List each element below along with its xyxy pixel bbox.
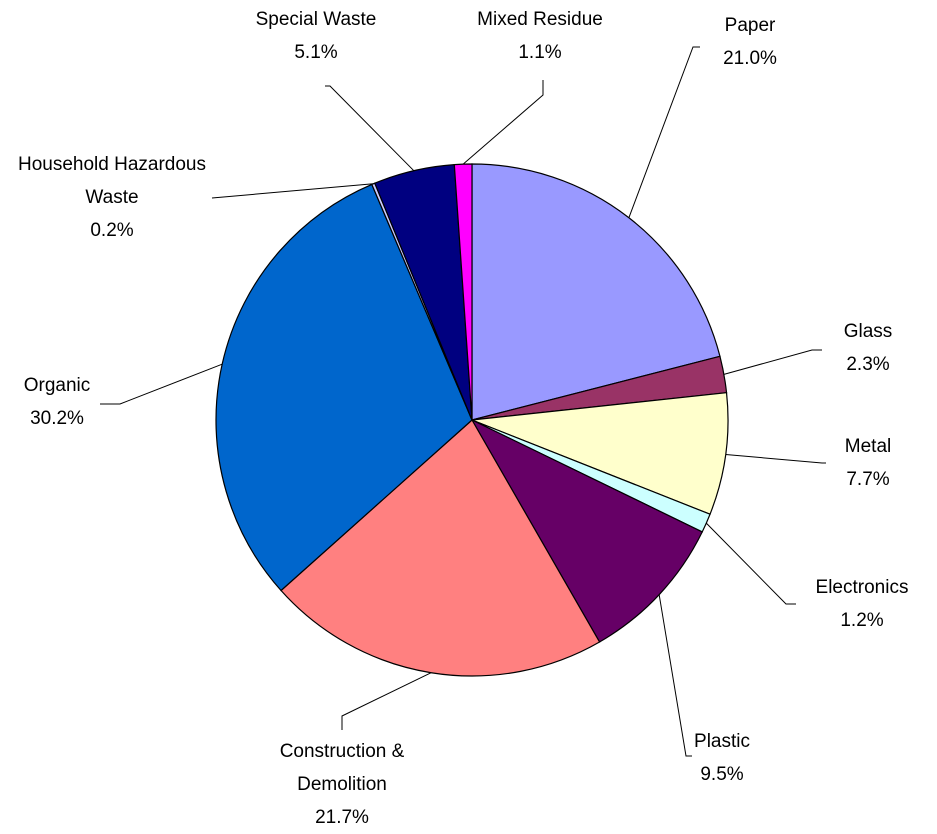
pie-slice (215, 183, 473, 592)
value-label: 7.7% (846, 469, 890, 490)
slice-label: Household Hazardous Waste 0.2% (12, 148, 212, 247)
slice-label: Paper 21.0% (690, 9, 810, 75)
slice-label: Mixed Residue 1.1% (450, 3, 630, 69)
leader-line (325, 85, 415, 172)
slice-label: Metal 7.7% (808, 430, 928, 496)
value-label: 21.7% (315, 807, 369, 828)
category-label: Plastic (694, 731, 750, 752)
leader-line (100, 363, 223, 405)
category-label: Metal (844, 436, 892, 457)
leader-line (628, 46, 700, 218)
leader-line (725, 453, 826, 464)
category-label: Organic (23, 375, 91, 396)
leader-line (462, 80, 544, 165)
value-label: 1.1% (518, 42, 562, 63)
value-label: 2.3% (846, 354, 890, 375)
category-label: Special Waste (255, 9, 377, 30)
value-label: 30.2% (30, 408, 84, 429)
slice-label: Special Waste 5.1% (226, 3, 406, 69)
value-label: 5.1% (294, 42, 338, 63)
leader-line (705, 522, 796, 605)
category-label: Electronics (815, 577, 909, 598)
value-label: 1.2% (840, 610, 884, 631)
leader-line (723, 349, 822, 375)
value-label: 9.5% (700, 764, 744, 785)
slice-label: Electronics 1.2% (782, 571, 937, 637)
category-label: Paper (724, 15, 776, 36)
value-label: 0.2% (90, 220, 134, 241)
leader-line (211, 183, 374, 199)
leader-line (341, 672, 432, 730)
pie-slice (280, 419, 601, 677)
category-label: Construction & Demolition (279, 741, 405, 795)
category-label: Mixed Residue (477, 9, 603, 30)
pie-slice (471, 163, 721, 421)
slice-label: Construction & Demolition 21.7% (247, 735, 437, 834)
category-label: Household Hazardous Waste (17, 154, 206, 208)
leader-line (658, 594, 692, 757)
slice-label: Glass 2.3% (808, 315, 928, 381)
category-label: Glass (843, 321, 893, 342)
value-label: 21.0% (723, 48, 777, 69)
slice-label: Organic 30.2% (0, 369, 117, 435)
slice-label: Plastic 9.5% (662, 725, 782, 791)
